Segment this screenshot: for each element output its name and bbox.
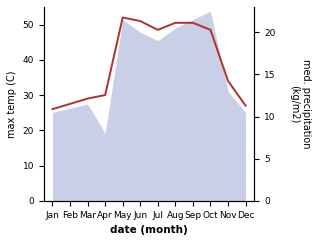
Y-axis label: max temp (C): max temp (C) [7, 70, 17, 138]
X-axis label: date (month): date (month) [110, 225, 188, 235]
Y-axis label: med. precipitation
(kg/m2): med. precipitation (kg/m2) [289, 59, 311, 149]
